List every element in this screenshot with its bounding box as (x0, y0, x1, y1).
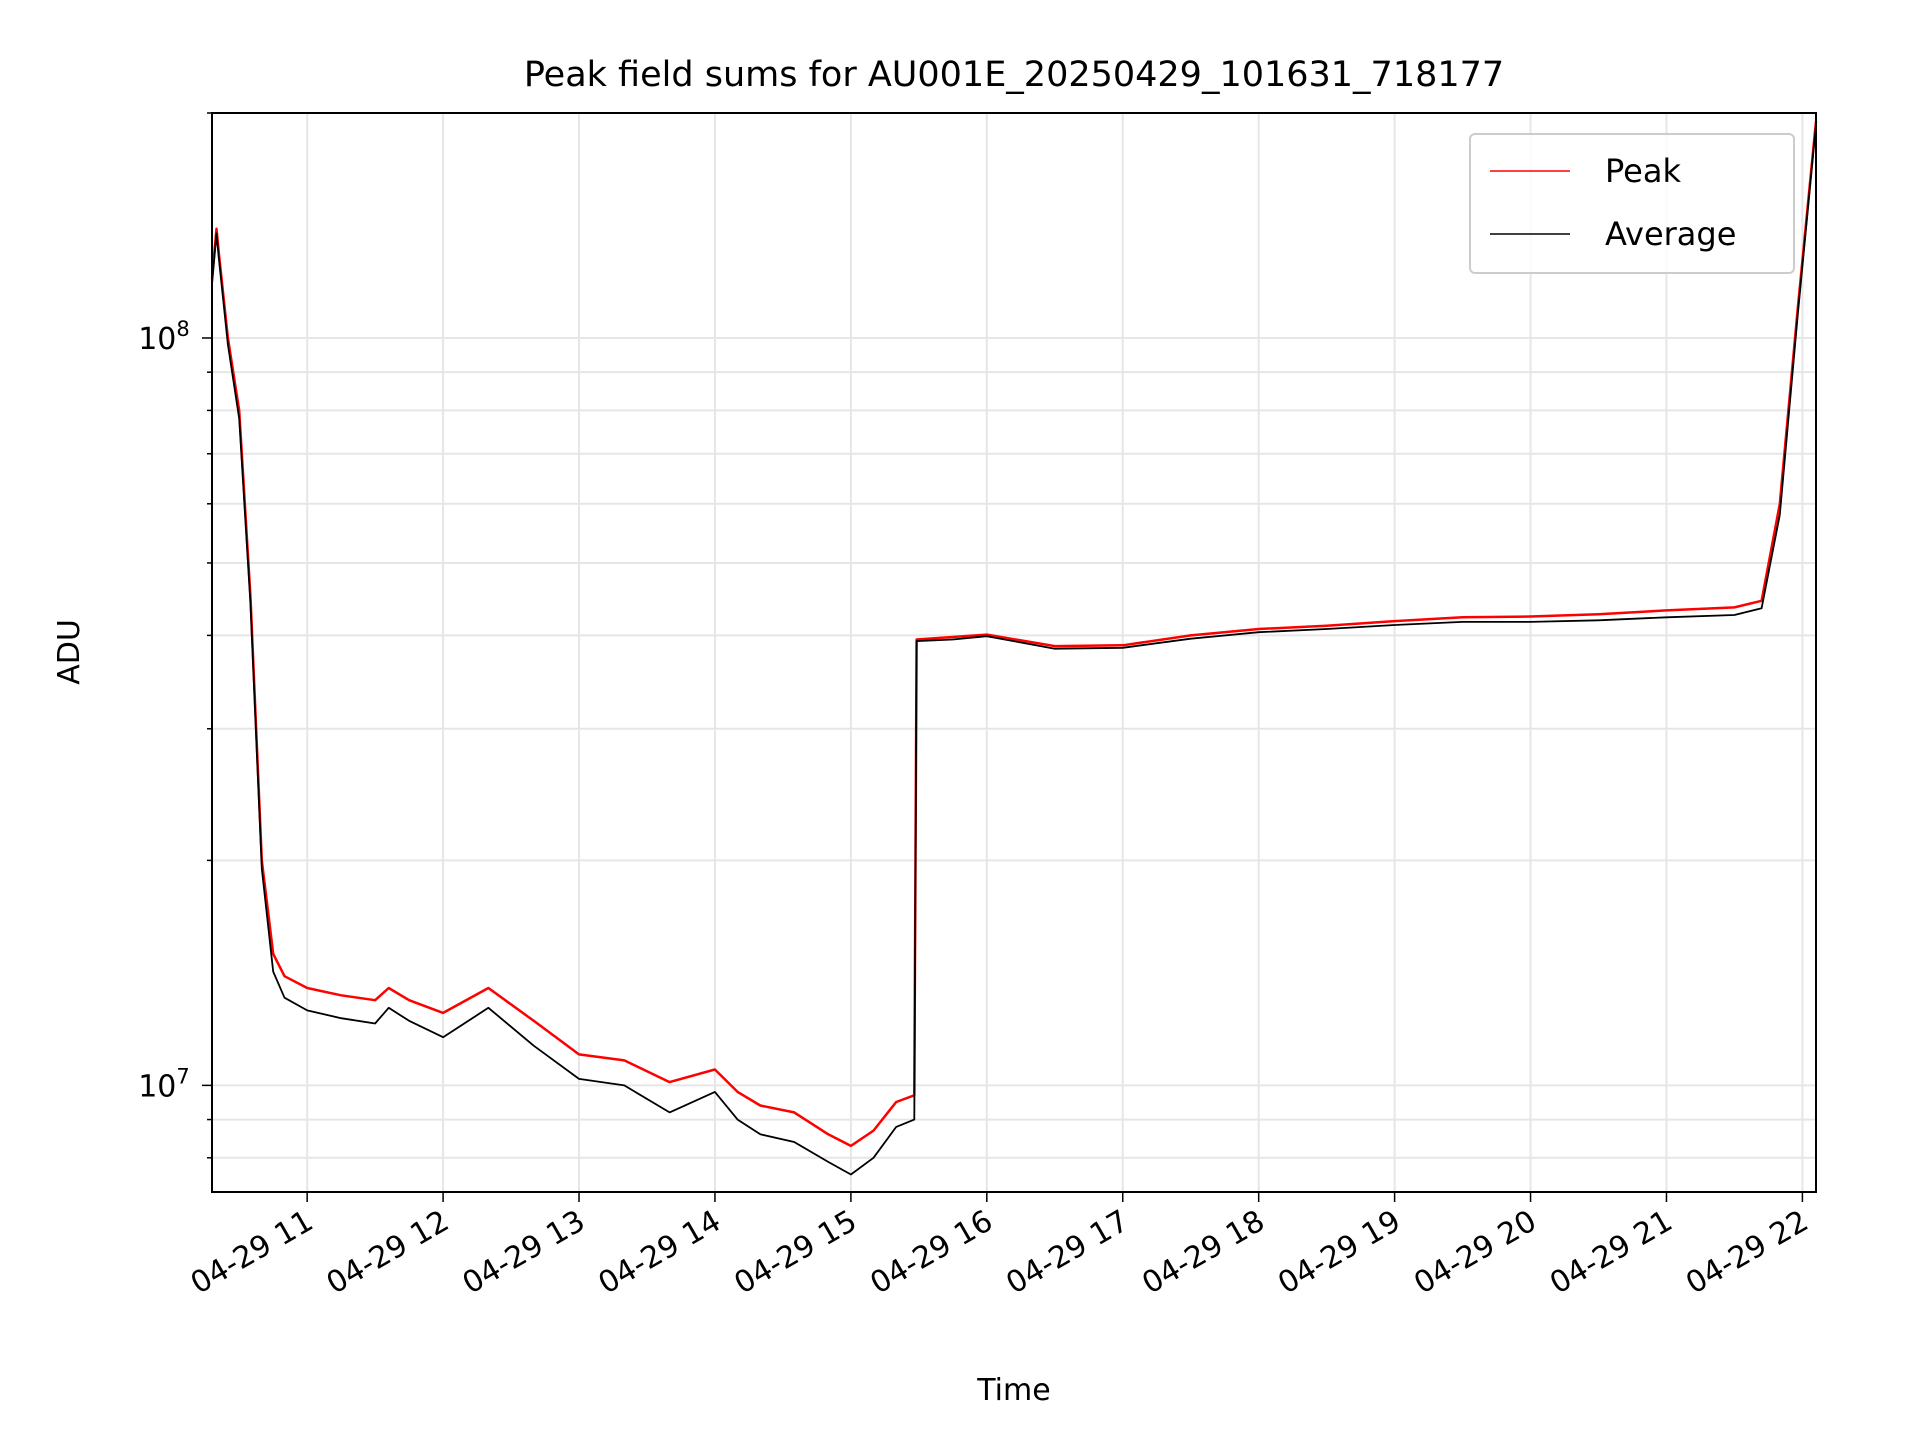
chart-title: Peak field sums for AU001E_20250429_1016… (524, 55, 1504, 95)
y-axis-label: ADU (52, 619, 87, 685)
series-line-average (211, 124, 1817, 1176)
x-axis-label: Time (976, 1373, 1050, 1408)
legend-box (1469, 133, 1795, 274)
y-tick-base: 10 (138, 322, 176, 357)
plot-frame (211, 112, 1817, 1193)
legend-label-average: Average (1605, 215, 1736, 253)
legend: Peak Average (1469, 133, 1795, 274)
plot-series (210, 121, 1818, 1176)
y-tick-label: 108 (138, 317, 190, 357)
series-line-peak (210, 121, 1818, 1148)
y-tick-base: 10 (138, 1069, 176, 1104)
legend-label-peak: Peak (1605, 152, 1681, 190)
grid (212, 112, 1816, 1192)
y-tick-exponent: 7 (176, 1064, 189, 1088)
y-tick-label: 107 (138, 1064, 190, 1104)
y-tick-exponent: 8 (176, 317, 189, 341)
